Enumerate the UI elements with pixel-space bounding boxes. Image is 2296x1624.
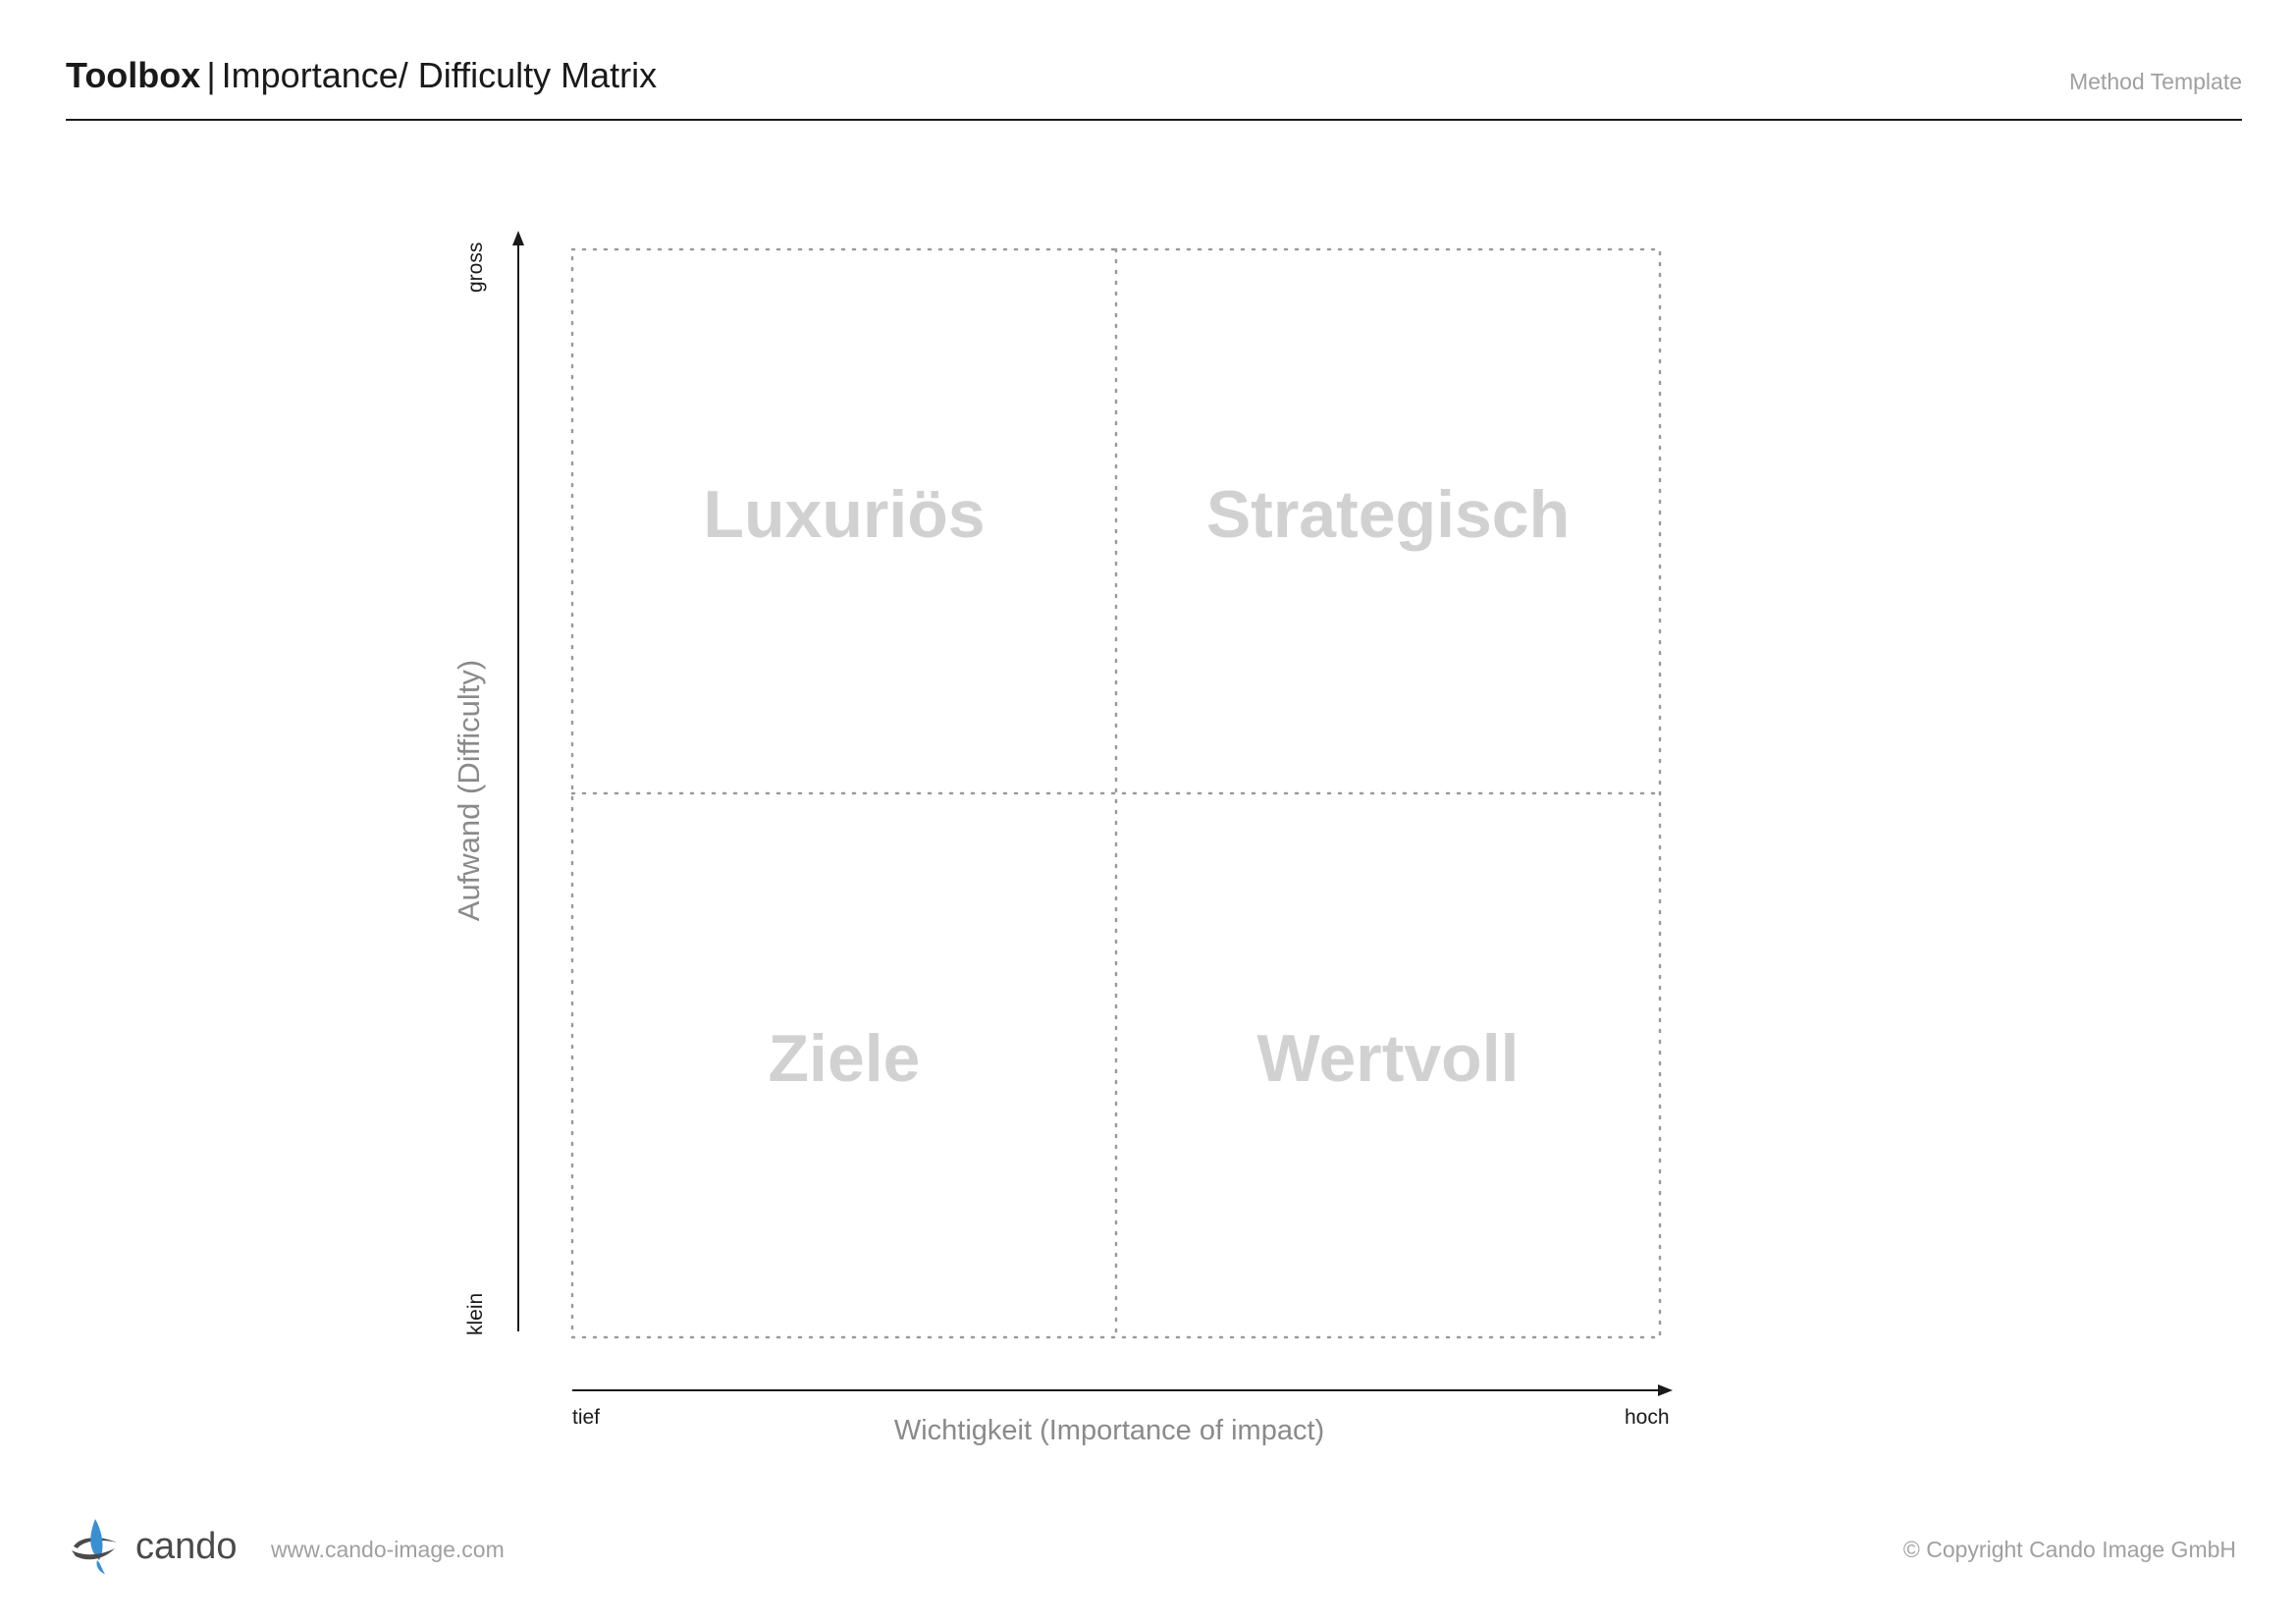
- quadrant-top-left-label: Luxuriös: [703, 477, 986, 552]
- method-template-label: Method Template: [2068, 69, 2242, 94]
- x-axis-low-label: tief: [572, 1406, 601, 1429]
- y-axis-arrow: [512, 231, 524, 1331]
- x-axis-arrow: [572, 1384, 1673, 1396]
- footer-website-link[interactable]: www.cando-image.com: [271, 1537, 505, 1562]
- y-axis-high-label: gross: [464, 242, 487, 293]
- y-axis-title: Aufwand (Difficulty): [452, 659, 486, 922]
- matrix-outer-border: [570, 247, 1662, 1339]
- page-header: Toolbox | Importance/ Difficulty Matrix Me…: [66, 55, 2242, 120]
- footer-copyright: © Copyright Cando Image GmbH: [1902, 1537, 2236, 1562]
- title-matrix-name: Importance/ Difficulty Matrix: [221, 55, 658, 95]
- quadrant-top-right-label: Strategisch: [1205, 477, 1571, 552]
- header-divider: [66, 119, 2242, 121]
- quadrant-bottom-left-label: Ziele: [768, 1021, 921, 1096]
- x-axis-high-label: hoch: [1625, 1406, 1670, 1429]
- x-axis-title: Wichtigkeit (Importance of impact): [893, 1415, 1325, 1446]
- y-axis-low-label: klein: [464, 1292, 487, 1335]
- footer-brand-name: cando: [135, 1526, 238, 1567]
- title-toolbox: Toolbox: [66, 55, 201, 95]
- page-title: Toolbox | Importance/ Difficulty Matrix: [66, 55, 657, 96]
- cando-logo-icon: [72, 1519, 117, 1574]
- quadrant-bottom-right-label: Wertvoll: [1256, 1021, 1520, 1096]
- title-separator: |: [206, 55, 216, 95]
